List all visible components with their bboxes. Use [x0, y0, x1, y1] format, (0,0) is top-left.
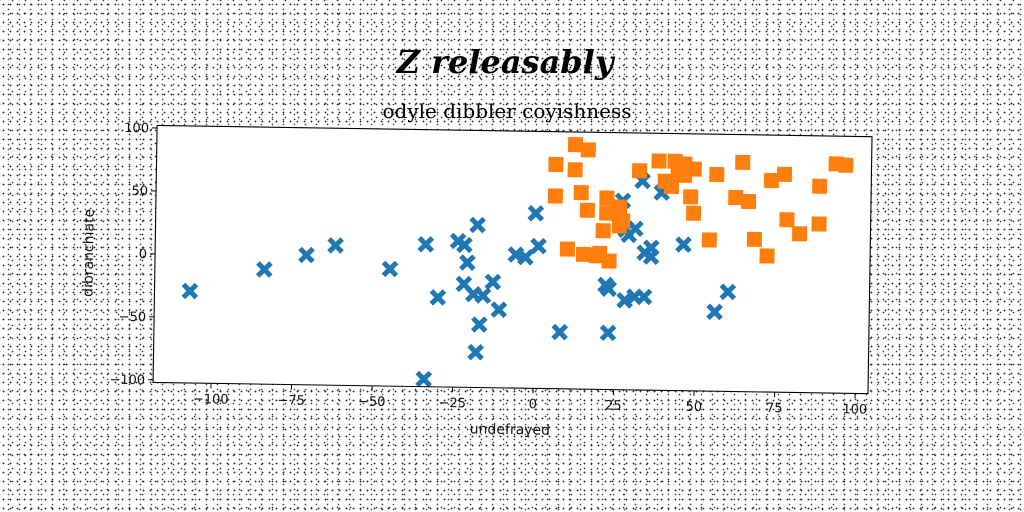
data-point-x-marker	[530, 237, 547, 255]
data-point-square-marker	[746, 231, 763, 248]
data-point-x-marker	[327, 237, 344, 254]
data-point-x-marker	[599, 324, 617, 342]
data-point-x-marker	[470, 316, 488, 333]
y-tick-label: 100	[124, 121, 149, 136]
x-tick-label: −25	[438, 396, 466, 411]
data-point-x-marker	[600, 280, 618, 298]
data-point-x-marker	[517, 248, 534, 266]
data-point-square-marker	[579, 202, 596, 218]
data-point-square-marker	[651, 153, 667, 169]
data-point-square-marker	[735, 154, 751, 170]
data-point-square-marker	[599, 205, 615, 221]
data-point-square-marker	[759, 248, 775, 264]
y-axis-label: dibranchiate	[80, 209, 97, 297]
data-point-x-marker	[527, 204, 545, 222]
data-point-x-marker	[616, 292, 633, 309]
data-point-square-marker	[567, 162, 583, 178]
x-tick-label: −100	[193, 392, 229, 408]
data-point-square-marker	[601, 253, 617, 269]
data-point-x-marker	[484, 273, 502, 291]
data-point-x-marker	[415, 370, 433, 388]
data-point-square-marker	[580, 142, 596, 158]
data-point-x-marker	[474, 287, 492, 304]
series-0	[181, 172, 737, 388]
chart-title: Z releasably	[395, 43, 616, 81]
data-point-square-marker	[728, 189, 744, 206]
data-point-square-marker	[595, 223, 611, 239]
data-point-x-marker	[551, 323, 569, 341]
data-point-square-marker	[548, 156, 564, 173]
data-point-x-marker	[675, 236, 692, 253]
y-tick-label: −100	[109, 373, 145, 389]
data-point-x-marker	[381, 260, 399, 278]
data-point-x-marker	[642, 239, 660, 257]
data-point-square-marker	[612, 199, 628, 215]
data-point-x-marker	[456, 236, 473, 254]
y-tick-label: 50	[131, 184, 148, 199]
data-point-square-marker	[547, 188, 564, 204]
data-point-square-marker	[838, 157, 854, 173]
y-tick-label: −50	[119, 310, 147, 325]
y-tick-label: 0	[139, 247, 148, 262]
data-point-x-marker	[469, 216, 486, 234]
x-tick-label: 75	[766, 401, 783, 416]
data-point-square-marker	[792, 226, 808, 242]
data-point-square-marker	[615, 213, 631, 229]
data-point-x-marker	[719, 283, 737, 301]
data-point-square-marker	[779, 212, 795, 228]
plot-frame	[152, 124, 873, 395]
x-tick-label: 100	[842, 402, 867, 417]
x-tick-label: −50	[358, 395, 386, 410]
data-point-x-marker	[181, 282, 199, 300]
data-point-x-marker	[417, 235, 435, 253]
series-1	[547, 136, 854, 269]
data-point-x-marker	[635, 288, 653, 306]
data-point-square-marker	[599, 190, 615, 206]
data-point-square-marker	[567, 136, 584, 153]
data-point-x-marker	[706, 303, 723, 321]
x-tick-label: −75	[277, 393, 305, 408]
data-point-square-marker	[663, 178, 680, 195]
series-layer	[181, 136, 854, 388]
data-point-x-marker	[459, 254, 476, 271]
data-point-square-marker	[573, 184, 589, 201]
data-point-x-marker	[627, 220, 644, 238]
data-point-square-marker	[686, 161, 702, 177]
x-tick-label: 25	[605, 399, 622, 414]
data-point-x-marker	[256, 261, 273, 278]
data-point-x-marker	[429, 289, 447, 306]
data-point-square-marker	[812, 178, 828, 194]
axis-ticks: −100 −75 −50 −25 0 25 50 75 100 −100 −50 0 50 100	[109, 121, 867, 418]
x-tick-label: 50	[685, 400, 702, 415]
data-point-square-marker	[683, 189, 699, 205]
data-point-square-marker	[811, 216, 827, 232]
data-point-square-marker	[575, 246, 592, 262]
x-axis-label: undefrayed	[470, 421, 551, 438]
plot-area: −100 −75 −50 −25 0 25 50 75 100 −100 −50 0 50 100 und…	[80, 121, 873, 439]
data-point-x-marker	[298, 246, 315, 264]
data-point-square-marker	[686, 205, 702, 221]
data-point-square-marker	[776, 166, 793, 182]
data-point-square-marker	[631, 163, 648, 179]
data-point-square-marker	[763, 172, 780, 189]
data-point-x-marker	[490, 301, 508, 319]
data-point-square-marker	[701, 232, 717, 248]
data-point-square-marker	[559, 241, 576, 257]
data-point-square-marker	[709, 166, 725, 183]
chart-subtitle: odyle dibbler coyishness	[382, 99, 631, 123]
data-point-x-marker	[467, 343, 484, 361]
data-point-square-marker	[740, 193, 757, 210]
x-tick-label: 0	[529, 397, 538, 412]
